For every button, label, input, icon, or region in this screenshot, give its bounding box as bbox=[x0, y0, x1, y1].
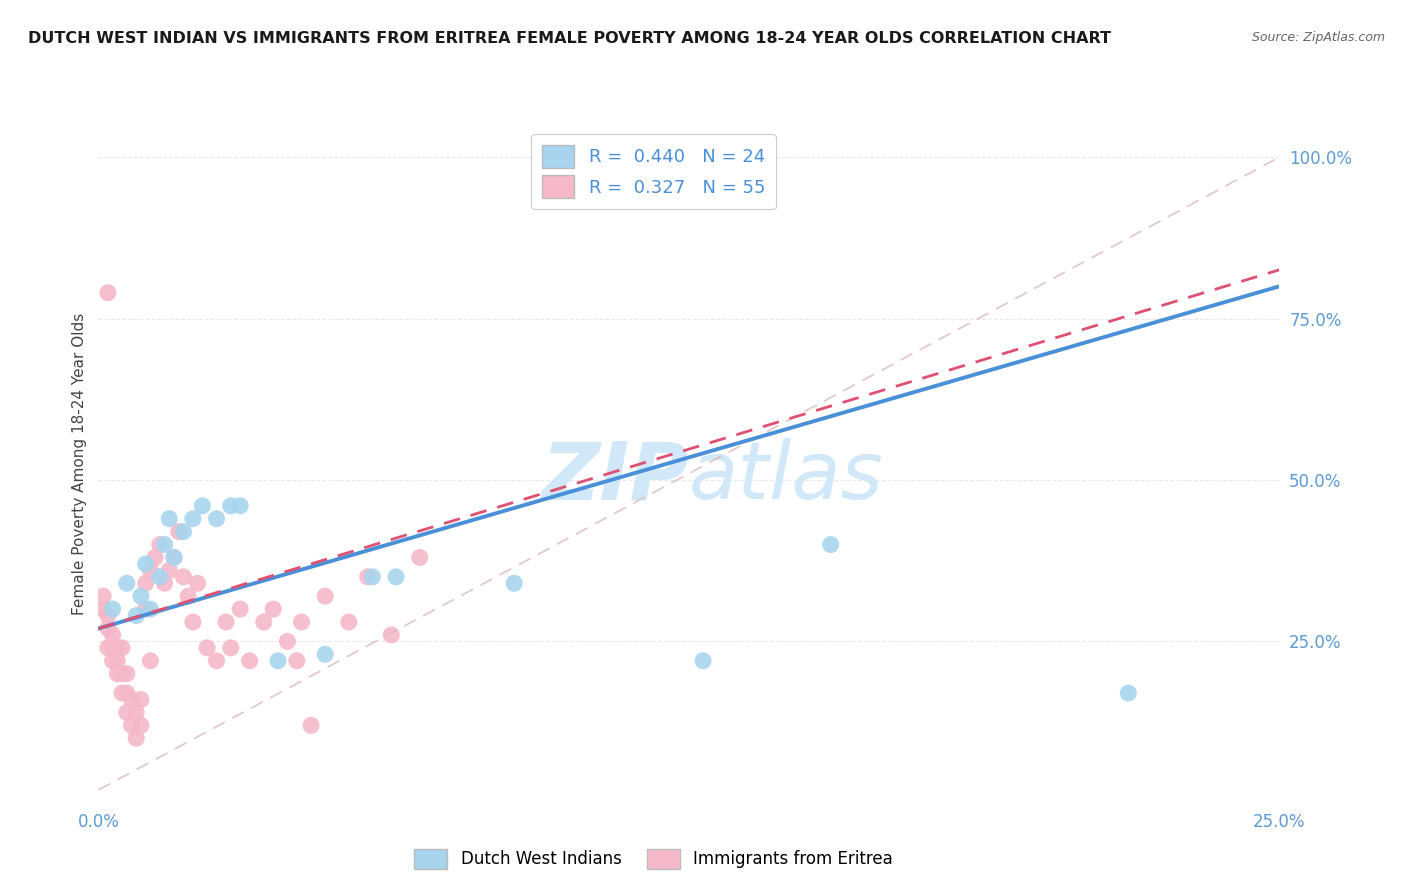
Point bbox=[101, 654, 124, 668]
Point bbox=[125, 731, 148, 746]
Text: DUTCH WEST INDIAN VS IMMIGRANTS FROM ERITREA FEMALE POVERTY AMONG 18-24 YEAR OLD: DUTCH WEST INDIAN VS IMMIGRANTS FROM ERI… bbox=[28, 31, 1111, 46]
Point bbox=[139, 563, 162, 577]
Point bbox=[129, 718, 152, 732]
Legend: Dutch West Indians, Immigrants from Eritrea: Dutch West Indians, Immigrants from Erit… bbox=[408, 842, 900, 876]
Point bbox=[105, 654, 128, 668]
Point bbox=[337, 615, 360, 629]
Point bbox=[135, 557, 157, 571]
Point bbox=[262, 602, 284, 616]
Point bbox=[139, 602, 162, 616]
Point bbox=[97, 622, 120, 636]
Point bbox=[167, 524, 190, 539]
Point bbox=[115, 686, 138, 700]
Point bbox=[219, 499, 242, 513]
Point bbox=[205, 654, 228, 668]
Point bbox=[181, 615, 204, 629]
Point bbox=[105, 666, 128, 681]
Point bbox=[97, 640, 120, 655]
Point bbox=[191, 499, 214, 513]
Point bbox=[172, 524, 194, 539]
Point bbox=[219, 640, 242, 655]
Point bbox=[253, 615, 276, 629]
Point bbox=[215, 615, 238, 629]
Point bbox=[153, 576, 176, 591]
Point bbox=[195, 640, 218, 655]
Point bbox=[115, 666, 138, 681]
Point bbox=[267, 654, 290, 668]
Point bbox=[97, 608, 120, 623]
Point bbox=[129, 692, 152, 706]
Point bbox=[229, 499, 252, 513]
Text: ZIP: ZIP bbox=[541, 438, 689, 516]
Point bbox=[290, 615, 312, 629]
Y-axis label: Female Poverty Among 18-24 Year Olds: Female Poverty Among 18-24 Year Olds bbox=[72, 313, 87, 615]
Point bbox=[143, 550, 166, 565]
Point bbox=[91, 589, 114, 603]
Point bbox=[101, 640, 124, 655]
Point bbox=[153, 537, 176, 551]
Point bbox=[163, 550, 186, 565]
Point bbox=[135, 576, 157, 591]
Point bbox=[121, 692, 143, 706]
Point bbox=[314, 589, 336, 603]
Point bbox=[105, 640, 128, 655]
Point bbox=[239, 654, 262, 668]
Point bbox=[205, 512, 228, 526]
Point bbox=[820, 537, 842, 551]
Point bbox=[181, 512, 204, 526]
Point bbox=[149, 537, 172, 551]
Point bbox=[157, 563, 180, 577]
Point bbox=[187, 576, 209, 591]
Point bbox=[111, 666, 134, 681]
Point bbox=[125, 706, 148, 720]
Point bbox=[1116, 686, 1139, 700]
Point bbox=[361, 570, 384, 584]
Point bbox=[692, 654, 714, 668]
Point bbox=[380, 628, 402, 642]
Point bbox=[125, 608, 148, 623]
Point bbox=[135, 602, 157, 616]
Point bbox=[97, 285, 120, 300]
Point bbox=[503, 576, 526, 591]
Point bbox=[408, 550, 430, 565]
Point bbox=[121, 718, 143, 732]
Point bbox=[163, 550, 186, 565]
Text: atlas: atlas bbox=[689, 438, 884, 516]
Point bbox=[115, 706, 138, 720]
Point bbox=[299, 718, 322, 732]
Point bbox=[385, 570, 408, 584]
Point bbox=[157, 512, 180, 526]
Point bbox=[111, 686, 134, 700]
Point bbox=[177, 589, 200, 603]
Point bbox=[357, 570, 380, 584]
Point bbox=[139, 654, 162, 668]
Point bbox=[111, 640, 134, 655]
Point bbox=[149, 570, 172, 584]
Point bbox=[101, 602, 124, 616]
Point bbox=[229, 602, 252, 616]
Point bbox=[129, 589, 152, 603]
Text: Source: ZipAtlas.com: Source: ZipAtlas.com bbox=[1251, 31, 1385, 45]
Point bbox=[314, 648, 336, 662]
Point bbox=[172, 570, 194, 584]
Point bbox=[101, 628, 124, 642]
Point bbox=[115, 576, 138, 591]
Point bbox=[285, 654, 308, 668]
Point bbox=[276, 634, 298, 648]
Point bbox=[91, 602, 114, 616]
